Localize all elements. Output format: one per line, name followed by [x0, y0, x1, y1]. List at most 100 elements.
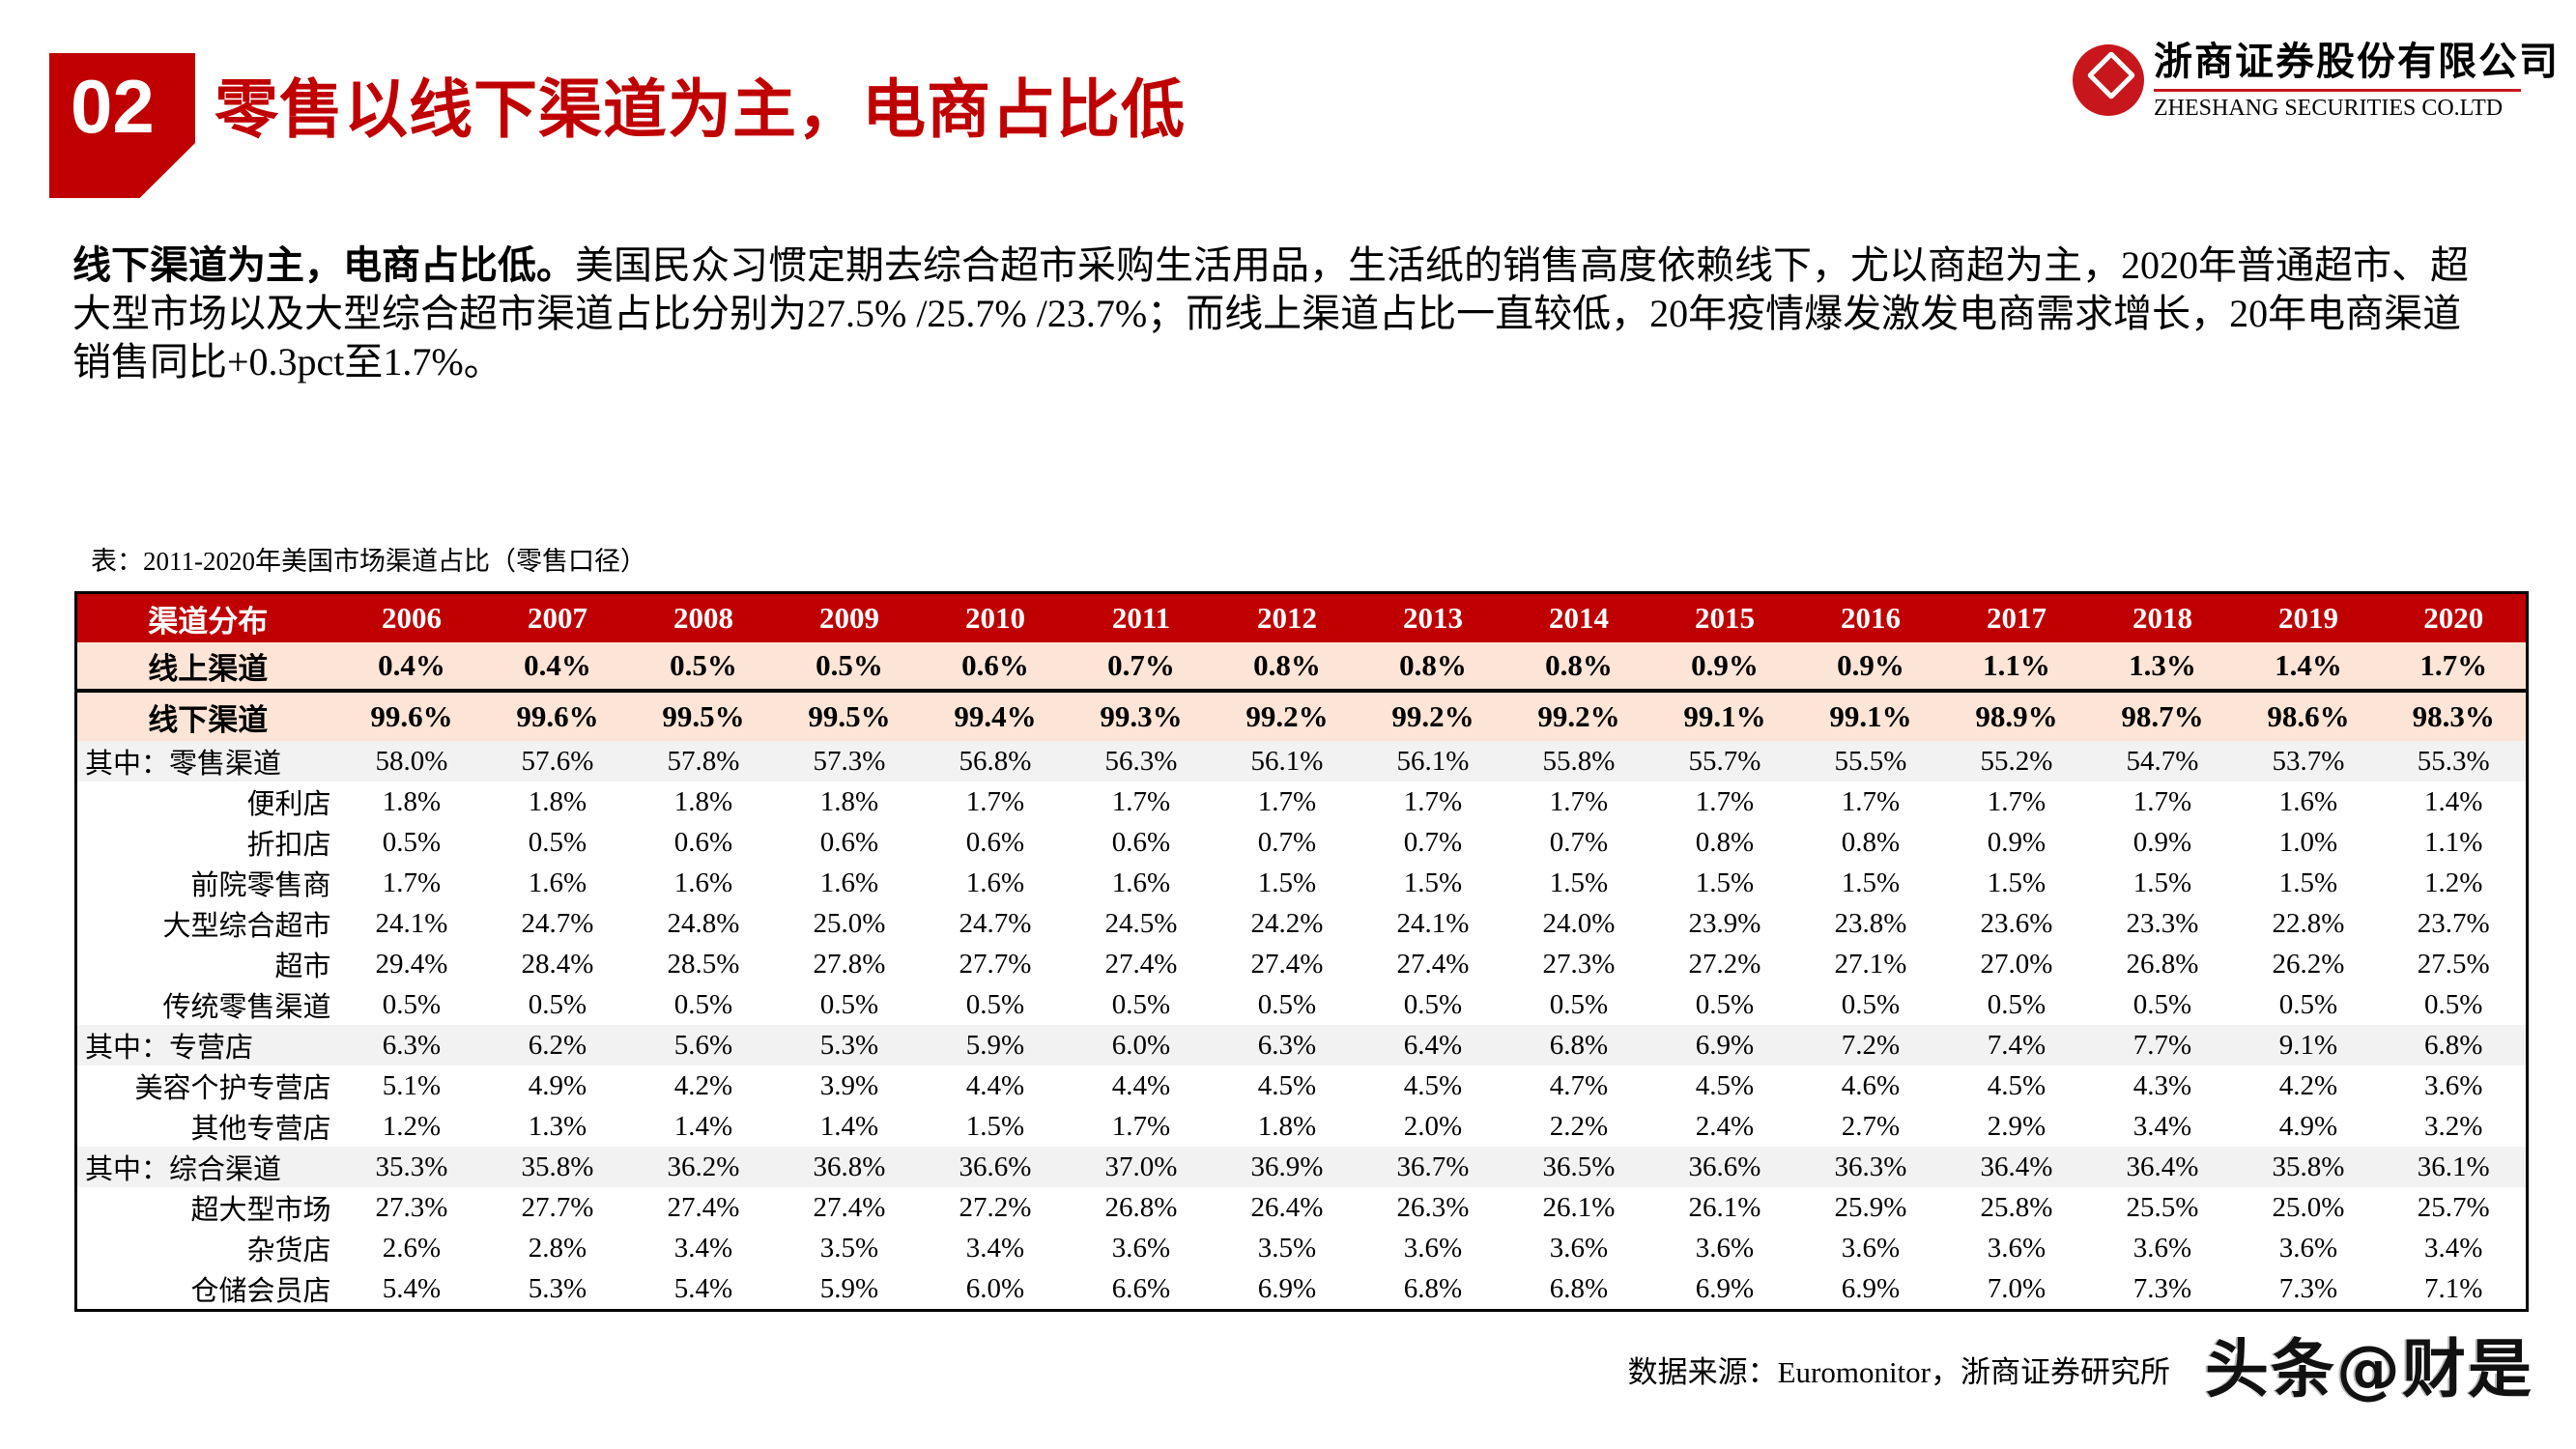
table-cell: 99.4%: [922, 691, 1069, 741]
table-cell: 24.7%: [922, 903, 1069, 944]
table-row: 便利店 1.8% 1.8% 1.8% 1.8% 1.7% 1.7% 1.7% 1.7% 1.7% 1…: [75, 781, 2528, 822]
table-row: 仓储会员店 5.4% 5.3% 5.4% 5.9% 6.0% 6.6% 6.9% 6.8% 6.8…: [75, 1268, 2528, 1311]
table-cell: 1.4%: [630, 1106, 777, 1147]
table-cell: 5.9%: [922, 1025, 1069, 1065]
table-cell: 55.8%: [1505, 741, 1652, 781]
summary-lead: 线下渠道为主，电商占比低。: [72, 243, 575, 287]
table-cell: 27.4%: [776, 1187, 923, 1228]
row-label: 超市: [75, 944, 339, 984]
table-cell: 4.5%: [1651, 1065, 1798, 1106]
table-cell: 0.5%: [630, 642, 777, 693]
table-cell: 99.5%: [776, 691, 923, 741]
row-label: 其他专营店: [75, 1106, 339, 1147]
table-cell: 26.8%: [1068, 1187, 1215, 1228]
table-cell: 57.6%: [484, 741, 631, 781]
table-cell: 0.6%: [922, 822, 1069, 863]
table-cell: 99.1%: [1797, 691, 1944, 741]
table-cell: 27.5%: [2381, 944, 2528, 984]
row-label: 前院零售商: [75, 863, 339, 903]
page-title: 零售以线下渠道为主，电商占比低: [215, 73, 1186, 145]
table-cell: 7.2%: [1797, 1025, 1944, 1065]
table-cell: 1.7%: [1068, 781, 1215, 822]
table-cell: 5.3%: [484, 1268, 631, 1311]
year-header: 2008: [630, 592, 777, 642]
table-cell: 55.3%: [2381, 741, 2528, 781]
table-cell: 4.5%: [1214, 1065, 1360, 1106]
table-cell: 98.9%: [1943, 691, 2090, 741]
table-cell: 27.4%: [1068, 944, 1215, 984]
year-header: 2007: [484, 592, 631, 642]
table-cell: 1.8%: [776, 781, 923, 822]
table-cell: 27.4%: [1360, 944, 1506, 984]
table-cell: 2.7%: [1797, 1106, 1944, 1147]
table-cell: 2.0%: [1360, 1106, 1506, 1147]
table-cell: 7.4%: [1943, 1025, 2090, 1065]
table-cell: 55.5%: [1797, 741, 1944, 781]
table-cell: 1.8%: [338, 781, 485, 822]
table-cell: 1.7%: [1943, 781, 2090, 822]
table-cell: 5.9%: [776, 1268, 923, 1311]
table-cell: 0.4%: [484, 642, 631, 693]
company-logo: 浙商证券股份有限公司 ZHESHANG SECURITIES CO.LTD: [2073, 39, 2558, 126]
table-cell: 6.8%: [1505, 1025, 1652, 1065]
table-cell: 25.7%: [2381, 1187, 2528, 1228]
row-label: 杂货店: [75, 1228, 339, 1268]
table-cell: 6.8%: [2381, 1025, 2528, 1065]
summary-paragraph: 线下渠道为主，电商占比低。美国民众习惯定期去综合超市采购生活用品，生活纸的销售高…: [72, 242, 2478, 386]
year-header: 2011: [1068, 592, 1215, 642]
row-label: 仓储会员店: [75, 1268, 339, 1311]
year-header: 2015: [1651, 592, 1798, 642]
table-cell: 26.8%: [2089, 944, 2236, 984]
table-cell: 1.7%: [2089, 781, 2236, 822]
table-cell: 36.4%: [1943, 1147, 2090, 1187]
table-cell: 5.1%: [338, 1065, 485, 1106]
table-cell: 0.8%: [1651, 822, 1798, 863]
table-cell: 7.3%: [2235, 1268, 2382, 1311]
table-cell: 1.3%: [484, 1106, 631, 1147]
row-label: 折扣店: [75, 822, 339, 863]
table-cell: 27.7%: [922, 944, 1069, 984]
row-label: 超大型市场: [75, 1187, 339, 1228]
row-label: 其中：综合渠道: [75, 1147, 339, 1187]
logo-name-en: ZHESHANG SECURITIES CO.LTD: [2154, 96, 2504, 121]
table-cell: 0.5%: [1360, 984, 1506, 1025]
table-cell: 5.4%: [630, 1268, 777, 1311]
table-cell: 29.4%: [338, 944, 485, 984]
table-cell: 1.7%: [2381, 642, 2528, 693]
table-cell: 0.5%: [1068, 984, 1215, 1025]
table-cell: 0.5%: [630, 984, 777, 1025]
table-cell: 3.6%: [2235, 1228, 2382, 1268]
table-cell: 1.7%: [1651, 781, 1798, 822]
table-cell: 36.7%: [1360, 1147, 1506, 1187]
table-cell: 3.4%: [2089, 1106, 2236, 1147]
table-cell: 56.1%: [1214, 741, 1360, 781]
year-header: 2006: [338, 592, 485, 642]
watermark: 头条@财是: [2205, 1332, 2533, 1406]
table-row: 其中：综合渠道 35.3% 35.8% 36.2% 36.8% 36.6% 37.0% 36.…: [75, 1147, 2528, 1187]
table-cell: 25.9%: [1797, 1187, 1944, 1228]
table-cell: 3.9%: [776, 1065, 923, 1106]
table-cell: 2.9%: [1943, 1106, 2090, 1147]
table-cell: 1.1%: [2381, 822, 2528, 863]
table-cell: 4.4%: [1068, 1065, 1215, 1106]
table-cell: 23.7%: [2381, 903, 2528, 944]
table-cell: 1.5%: [1943, 863, 2090, 903]
table-cell: 36.9%: [1214, 1147, 1360, 1187]
table-cell: 56.1%: [1360, 741, 1506, 781]
table-cell: 1.0%: [2235, 822, 2382, 863]
table-cell: 0.5%: [1214, 984, 1360, 1025]
table-cell: 36.1%: [2381, 1147, 2528, 1187]
table-cell: 6.4%: [1360, 1025, 1506, 1065]
table-cell: 27.2%: [1651, 944, 1798, 984]
year-header: 2017: [1943, 592, 2090, 642]
table-cell: 6.0%: [1068, 1025, 1215, 1065]
table-cell: 0.5%: [338, 984, 485, 1025]
table-cell: 1.8%: [1214, 1106, 1360, 1147]
table-cell: 3.5%: [776, 1228, 923, 1268]
year-header: 2013: [1360, 592, 1506, 642]
table-cell: 4.9%: [2235, 1106, 2382, 1147]
row-label: 其中：零售渠道: [75, 741, 339, 781]
table-cell: 0.7%: [1505, 822, 1652, 863]
table-cell: 0.9%: [1943, 822, 2090, 863]
table-cell: 26.1%: [1651, 1187, 1798, 1228]
